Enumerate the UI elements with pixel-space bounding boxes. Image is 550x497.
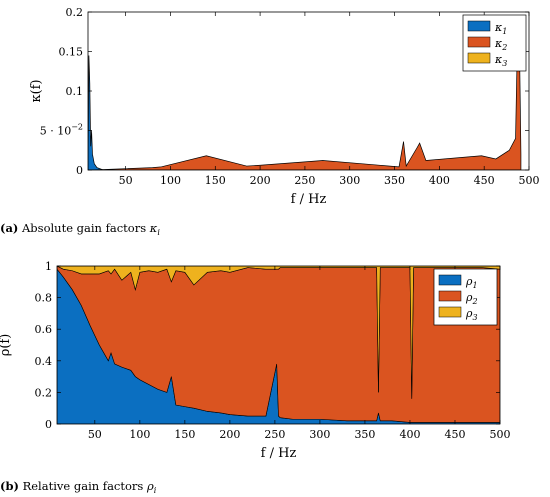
x-tick-label: 350 <box>354 428 375 441</box>
y-tick-label: 0.4 <box>35 355 53 368</box>
x-tick-label: 100 <box>160 174 181 187</box>
x-tick-label: 200 <box>250 174 271 187</box>
x-tick-label: 250 <box>264 428 285 441</box>
legend-label: ρ3 <box>465 307 478 322</box>
x-tick-label: 300 <box>309 428 330 441</box>
x-tick-label: 350 <box>384 174 405 187</box>
x-tick-label: 100 <box>129 428 150 441</box>
legend-label: ρ1 <box>465 275 478 290</box>
y-tick-label: 0.2 <box>66 6 84 19</box>
axes-frame <box>56 265 501 425</box>
x-tick-label: 250 <box>294 174 315 187</box>
y-tick-label: 0 <box>45 418 52 431</box>
x-tick-label: 150 <box>205 174 226 187</box>
chart-absolute-gain: 50 100 150 200 250 300 350 400 450 500 0 5 · 10−2 0.… <box>0 6 540 237</box>
legend-label: κ3 <box>494 53 507 68</box>
x-tick-label: 200 <box>219 428 240 441</box>
x-tick-label: 50 <box>119 174 133 187</box>
caption: (a) Absolute gain factors κi <box>0 221 160 237</box>
y-tick-label: 0.1 <box>66 85 84 98</box>
x-axis-label: f / Hz <box>261 446 297 461</box>
chart-relative-gain: 50 100 150 200 250 300 350 400 450 500 0 0.2 0.4 0.6 0… <box>0 260 511 495</box>
x-axis-label: f / Hz <box>291 192 327 207</box>
x-tick-label: 450 <box>474 174 495 187</box>
y-tick-label: 0.2 <box>35 386 53 399</box>
y-tick-label: 0.15 <box>59 46 84 59</box>
series-area-κ2 <box>88 19 522 170</box>
legend-label: κ1 <box>494 21 507 36</box>
plot-area <box>57 266 500 424</box>
y-tick-label: 0.6 <box>35 323 53 336</box>
legend-swatch <box>467 20 491 32</box>
y-axis-label: ρ(f) <box>0 334 13 357</box>
y-tick-label: 1 <box>45 260 52 273</box>
legend-label: κ2 <box>494 37 507 52</box>
series-area-ρ3 <box>57 266 500 399</box>
legend-label: ρ2 <box>465 291 478 306</box>
x-tick-label: 50 <box>88 428 102 441</box>
legend-swatch <box>467 36 491 48</box>
legend-swatch <box>438 306 462 318</box>
x-tick-label: 400 <box>399 428 420 441</box>
y-tick-label: 5 · 10−2 <box>40 123 83 138</box>
y-tick-label: 0 <box>76 164 83 177</box>
legend-swatch <box>467 52 491 64</box>
x-tick-label: 500 <box>519 174 540 187</box>
x-tick-label: 500 <box>490 428 511 441</box>
plot-area <box>88 19 522 170</box>
x-tick-label: 400 <box>429 174 450 187</box>
x-tick-label: 150 <box>174 428 195 441</box>
legend-swatch <box>438 290 462 302</box>
legend-swatch <box>438 274 462 286</box>
series-area-κ1 <box>88 55 521 170</box>
caption: (b) Relative gain factors ρi <box>0 479 157 495</box>
x-tick-label: 300 <box>339 174 360 187</box>
x-tick-label: 450 <box>444 428 465 441</box>
y-tick-label: 0.8 <box>35 292 53 305</box>
y-axis-label: κ(f) <box>29 79 44 102</box>
